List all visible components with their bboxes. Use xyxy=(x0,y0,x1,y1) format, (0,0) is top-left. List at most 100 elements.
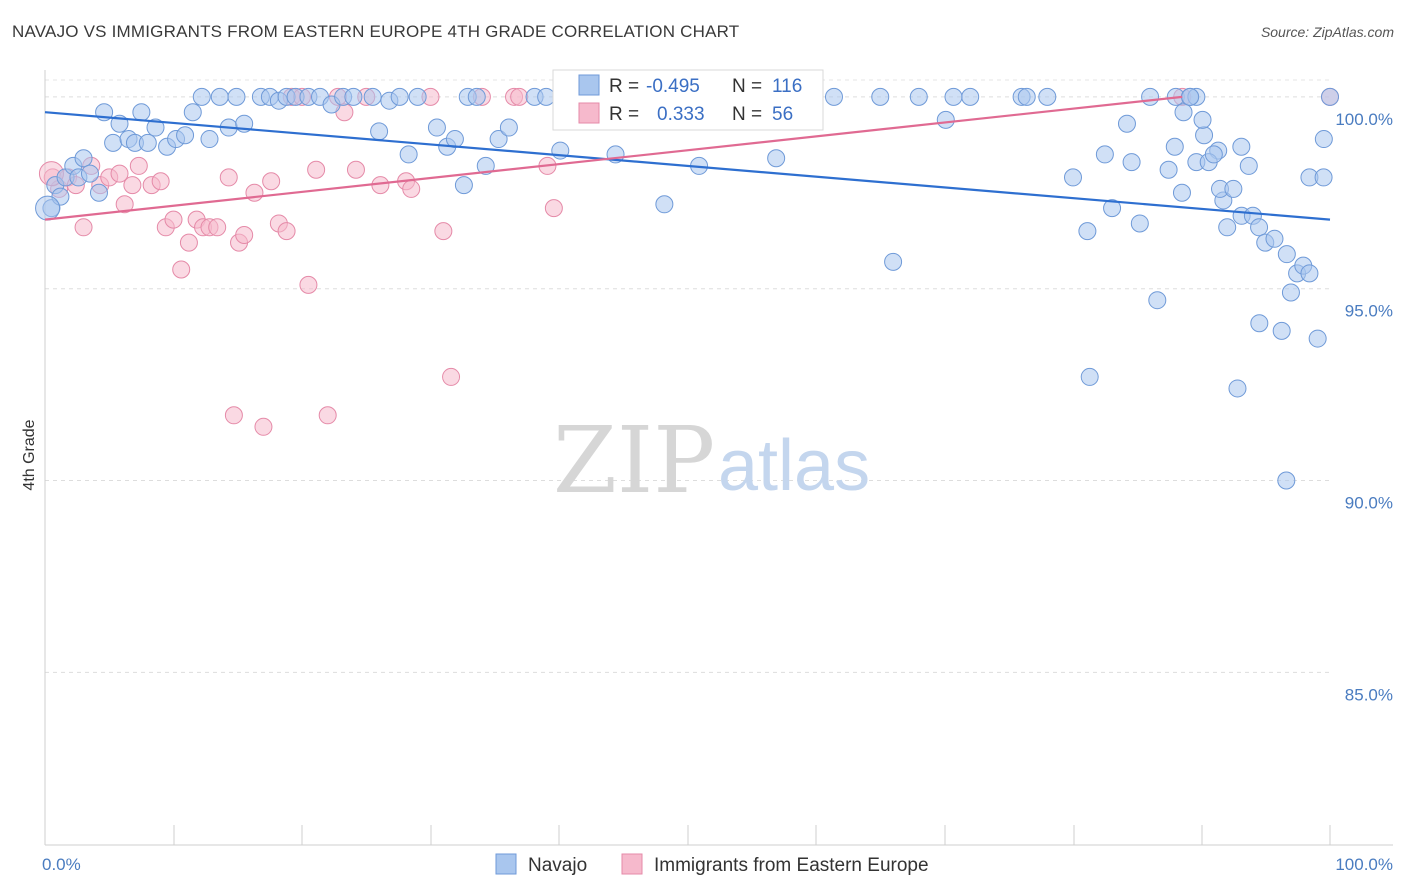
bottom-legend-swatch-navajo xyxy=(495,853,517,875)
legend-swatch-eu xyxy=(578,102,600,124)
eu-point-8 xyxy=(110,164,129,183)
navajo-point-116 xyxy=(1272,321,1291,340)
trend-line-navajo xyxy=(44,111,1331,221)
navajo-point-78 xyxy=(1141,87,1160,106)
eu-point-35 xyxy=(318,406,337,425)
navajo-point-22 xyxy=(200,130,219,149)
navajo-point-90 xyxy=(1314,168,1333,187)
source-label: Source: ZipAtlas.com xyxy=(1260,24,1394,40)
eu-point-15 xyxy=(164,210,183,229)
navajo-point-98 xyxy=(1159,160,1178,179)
navajo-point-91 xyxy=(1321,87,1339,106)
eu-point-30 xyxy=(277,222,296,241)
navajo-point-103 xyxy=(1193,110,1212,129)
navajo-point-20 xyxy=(183,103,202,122)
eu-point-13 xyxy=(151,172,170,191)
eu-point-17 xyxy=(179,233,198,252)
y-tick-label-1: 90.0% xyxy=(1345,494,1393,513)
navajo-point-48 xyxy=(467,87,486,106)
x-tick-label-1: 100.0% xyxy=(1335,855,1393,874)
navajo-point-16 xyxy=(146,118,165,137)
y-tick-label-3: 100.0% xyxy=(1335,110,1393,129)
navajo-point-92 xyxy=(1078,222,1097,241)
eu-point-42 xyxy=(402,179,421,198)
navajo-point-6 xyxy=(74,149,93,168)
navajo-point-42 xyxy=(408,87,427,106)
navajo-point-97 xyxy=(1148,291,1167,310)
eu-point-11 xyxy=(129,156,148,175)
navajo-point-125 xyxy=(944,87,963,106)
navajo-point-115 xyxy=(1265,229,1284,248)
chart-title: NAVAJO VS IMMIGRANTS FROM EASTERN EUROPE… xyxy=(12,22,740,41)
navajo-point-73 xyxy=(1017,87,1036,106)
navajo-point-83 xyxy=(1195,126,1214,145)
navajo-point-93 xyxy=(1095,145,1114,164)
navajo-point-14 xyxy=(132,103,151,122)
y-tick-labels: 85.0% 90.0% 95.0% 100.0% xyxy=(1335,110,1393,704)
navajo-point-71 xyxy=(961,87,980,106)
navajo-point-96 xyxy=(1130,214,1149,233)
navajo-point-66 xyxy=(824,87,843,106)
legend-r-value-2: 0.333 xyxy=(657,104,705,125)
eu-point-10 xyxy=(123,176,142,195)
eu-point-25 xyxy=(235,225,254,244)
stats-legend: R = -0.495 N = 116 R = 0.333 N = 56 xyxy=(552,69,824,131)
navajo-point-76 xyxy=(1080,367,1099,386)
navajo-point-41 xyxy=(399,145,418,164)
navajo-point-121 xyxy=(1300,264,1319,283)
navajo-point-51 xyxy=(499,118,518,137)
navajo-point-49 xyxy=(476,156,495,175)
navajo-point-67 xyxy=(871,87,890,106)
navajo-point-109 xyxy=(1228,379,1247,398)
navajo-point-80 xyxy=(1174,103,1193,122)
navajo-point-36 xyxy=(344,87,363,106)
bottom-legend-eu: Immigrants from Eastern Europe xyxy=(654,855,929,876)
navajo-point-70 xyxy=(936,110,955,129)
navajo-point-38 xyxy=(370,122,389,141)
navajo-point-123 xyxy=(1314,130,1333,149)
navajo-point-8 xyxy=(89,183,108,202)
navajo-point-21 xyxy=(192,87,211,106)
navajo-point-88 xyxy=(1277,471,1296,490)
navajo-point-60 xyxy=(655,195,674,214)
y-tick-label-0: 85.0% xyxy=(1345,685,1393,704)
eu-point-22 xyxy=(219,168,238,187)
navajo-point-118 xyxy=(1281,283,1300,302)
navajo-point-74 xyxy=(1038,87,1057,106)
eu-point-38 xyxy=(346,160,365,179)
legend-n-value-2: 56 xyxy=(772,104,793,125)
legend-swatch-navajo xyxy=(578,74,600,96)
navajo-point-37 xyxy=(363,87,382,106)
navajo-point-99 xyxy=(1165,137,1184,156)
navajo-point-100 xyxy=(1172,183,1191,202)
eu-point-4 xyxy=(74,218,93,237)
navajo-point-107 xyxy=(1218,218,1237,237)
x-tick-labels: 0.0% 100.0% xyxy=(42,855,1393,874)
navajo-point-122 xyxy=(1308,329,1327,348)
y-tick-label-2: 95.0% xyxy=(1345,302,1393,321)
navajo-point-111 xyxy=(1239,156,1258,175)
eu-point-23 xyxy=(224,406,243,425)
navajo-point-86 xyxy=(1232,137,1251,156)
eu-point-28 xyxy=(262,172,281,191)
navajo-point-15 xyxy=(138,133,157,152)
watermark-atlas: atlas xyxy=(718,426,870,506)
navajo-point-23 xyxy=(210,87,229,106)
navajo-point-43 xyxy=(427,118,446,137)
navajo-point-101 xyxy=(1181,87,1200,106)
trend-lines xyxy=(44,95,1331,221)
legend-r-label-1: R = xyxy=(609,76,639,97)
bottom-legend-swatch-eu xyxy=(621,853,643,875)
eu-point-9 xyxy=(115,195,134,214)
navajo-point-7 xyxy=(80,164,99,183)
navajo-point-19 xyxy=(176,126,195,145)
eu-point-44 xyxy=(434,222,453,241)
bottom-legend-navajo: Navajo xyxy=(528,855,587,876)
navajo-point-108 xyxy=(1224,179,1243,198)
eu-point-33 xyxy=(299,275,318,294)
navajo-point-75 xyxy=(1064,168,1082,187)
navajo-point-69 xyxy=(909,87,928,106)
legend-r-label-2: R = xyxy=(609,104,639,125)
eu-point-50 xyxy=(544,199,563,218)
